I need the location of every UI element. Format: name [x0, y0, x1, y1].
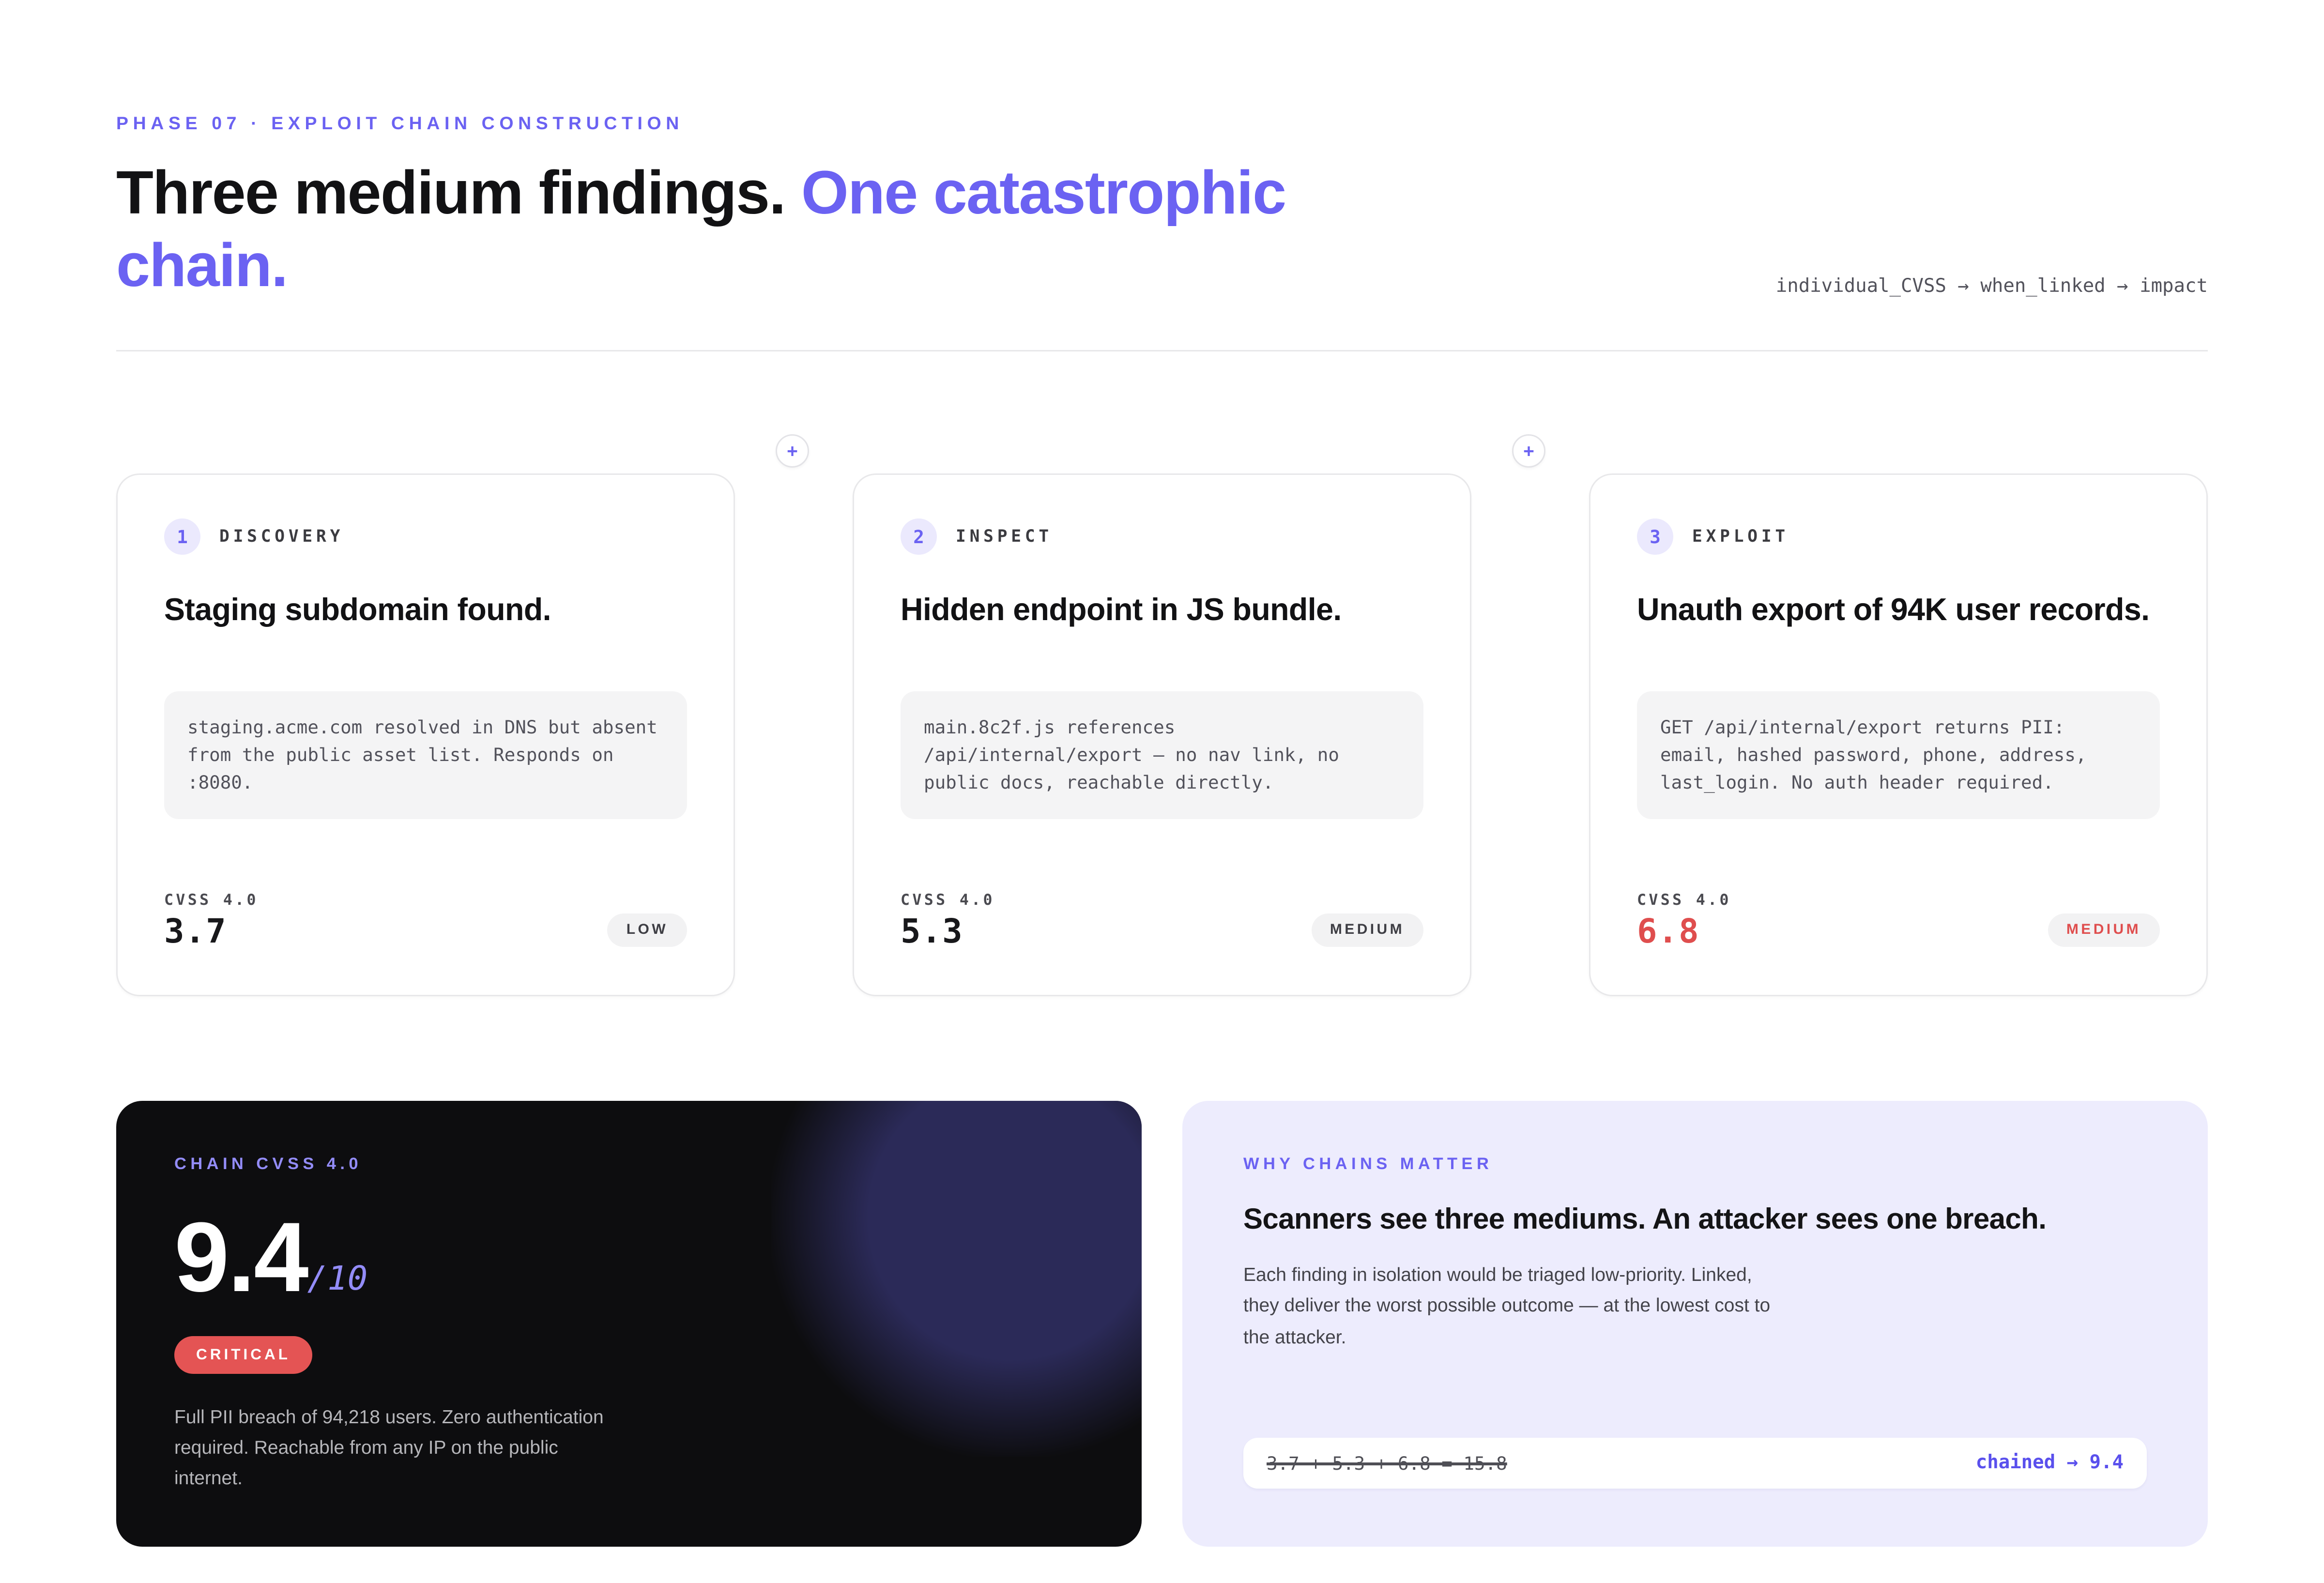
why-chains-body: Each finding in isolation would be triag… — [1243, 1263, 1771, 1348]
page-title-primary: Three medium findings. — [116, 158, 786, 227]
step-footer: CVSS 4.0 3.7 LOW — [164, 891, 687, 951]
chain-connector: + — [776, 434, 809, 468]
cvss-score: 3.7 — [164, 913, 227, 951]
chain-score-denominator: /10 — [307, 1261, 368, 1299]
steps-row: + + 1 DISCOVERY Staging subdomain found.… — [116, 434, 2208, 996]
plus-icon: + — [787, 440, 798, 462]
chained-result: chained → 9.4 — [1975, 1452, 2124, 1474]
step-number-badge: 1 — [164, 518, 200, 555]
cvss-score: 5.3 — [901, 913, 963, 951]
step-card-discovery: 1 DISCOVERY Staging subdomain found. sta… — [116, 473, 735, 996]
cvss-block: CVSS 4.0 5.3 — [901, 891, 995, 951]
why-chains-card: WHY CHAINS MATTER Scanners see three med… — [1182, 1100, 2208, 1547]
why-chains-label: WHY CHAINS MATTER — [1243, 1156, 1493, 1173]
naive-sum-equation: 3.7 + 5.3 + 6.8 = 15.8 — [1267, 1452, 1507, 1474]
header-divider — [116, 350, 2208, 351]
step-number-badge: 2 — [901, 518, 937, 555]
page-title-accent: One catastrophic chain. — [116, 158, 1286, 300]
cvss-score: 6.8 — [1637, 913, 1700, 951]
step-label: INSPECT — [956, 526, 1053, 547]
step-evidence-code: GET /api/internal/export returns PII: em… — [1637, 690, 2160, 819]
critical-badge: CRITICAL — [174, 1337, 312, 1375]
chain-cvss-label: CHAIN CVSS 4.0 — [174, 1156, 362, 1173]
equation-bar: 3.7 + 5.3 + 6.8 = 15.8 chained → 9.4 — [1243, 1437, 2147, 1489]
chain-score-row: 9.4 /10 — [174, 1202, 1084, 1313]
step-label: DISCOVERY — [219, 526, 344, 547]
chain-score-value: 9.4 — [174, 1202, 309, 1313]
page-title: Three medium findings. One catastrophic … — [116, 157, 1394, 303]
step-title: Staging subdomain found. — [164, 592, 551, 627]
chain-connector: + — [1512, 434, 1545, 468]
step-card-inspect: 2 INSPECT Hidden endpoint in JS bundle. … — [853, 473, 1471, 996]
step-evidence-code: main.8c2f.js references /api/internal/ex… — [901, 690, 1423, 819]
chain-card-content: CHAIN CVSS 4.0 9.4 /10 CRITICAL Full PII… — [174, 1156, 1084, 1493]
plus-icon: + — [1523, 440, 1534, 462]
step-label: EXPLOIT — [1692, 526, 1789, 547]
step-title: Hidden endpoint in JS bundle. — [901, 592, 1342, 627]
step-title: Unauth export of 94K user records. — [1637, 592, 2150, 627]
step-footer: CVSS 4.0 5.3 MEDIUM — [901, 891, 1423, 951]
phase-label: PHASE 07 · EXPLOIT CHAIN CONSTRUCTION — [116, 113, 684, 134]
step-head: 1 DISCOVERY — [164, 518, 687, 555]
severity-badge: MEDIUM — [1311, 913, 1423, 947]
severity-badge: LOW — [607, 913, 687, 947]
severity-badge: MEDIUM — [2047, 913, 2160, 947]
header-row: Three medium findings. One catastrophic … — [116, 157, 2208, 303]
step-number-badge: 3 — [1637, 518, 1673, 555]
cvss-label: CVSS 4.0 — [164, 891, 259, 909]
cvss-block: CVSS 4.0 3.7 — [164, 891, 259, 951]
step-head: 3 EXPLOIT — [1637, 518, 2160, 555]
summary-row: CHAIN CVSS 4.0 9.4 /10 CRITICAL Full PII… — [116, 1100, 2208, 1547]
step-footer: CVSS 4.0 6.8 MEDIUM — [1637, 891, 2160, 951]
cvss-label: CVSS 4.0 — [1637, 891, 1731, 909]
chain-description: Full PII breach of 94,218 users. Zero au… — [174, 1406, 604, 1490]
why-chains-heading: Scanners see three mediums. An attacker … — [1243, 1203, 2047, 1236]
step-evidence-code: staging.acme.com resolved in DNS but abs… — [164, 690, 687, 819]
cvss-label: CVSS 4.0 — [901, 891, 995, 909]
chain-score-card: CHAIN CVSS 4.0 9.4 /10 CRITICAL Full PII… — [116, 1100, 1142, 1547]
cvss-block: CVSS 4.0 6.8 — [1637, 891, 1731, 951]
step-card-exploit: 3 EXPLOIT Unauth export of 94K user reco… — [1589, 473, 2208, 996]
flow-annotation: individual_CVSS → when_linked → impact — [1775, 275, 2208, 298]
step-head: 2 INSPECT — [901, 518, 1423, 555]
